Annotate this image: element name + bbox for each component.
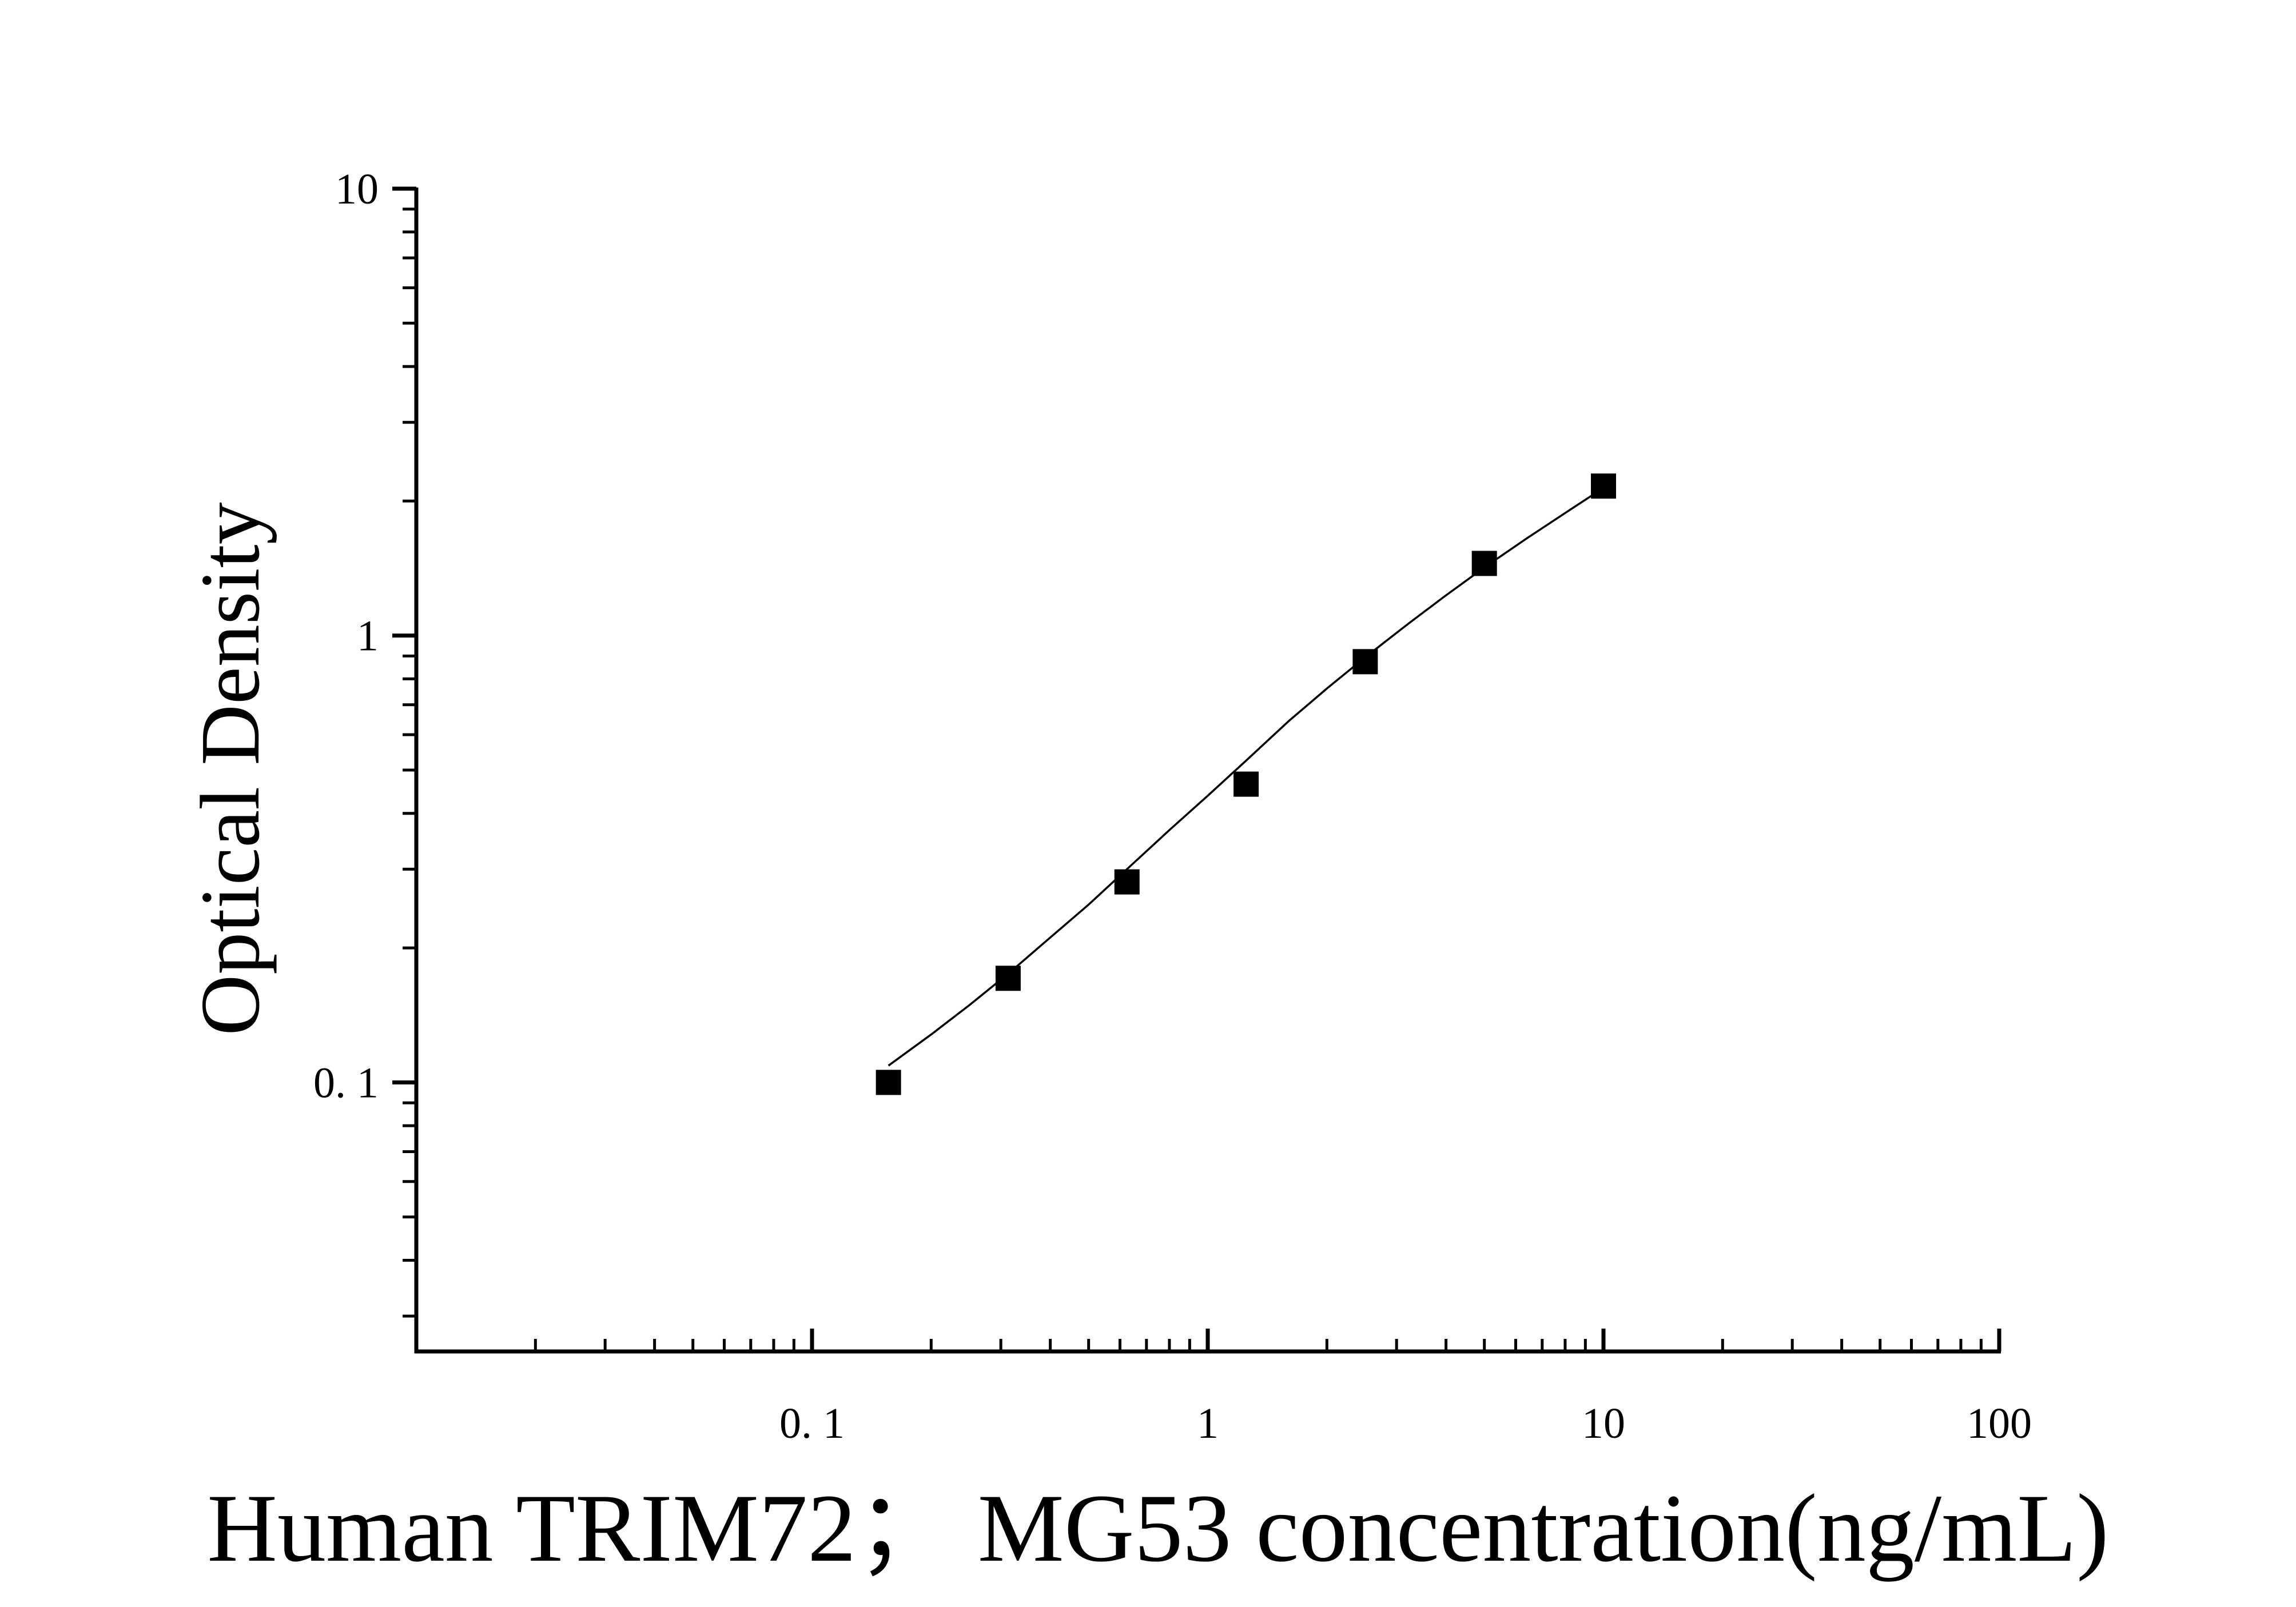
data-point — [1114, 869, 1140, 895]
data-point — [1352, 649, 1378, 675]
x-tick-label: 0. 1 — [779, 1399, 845, 1448]
labels: Optical Density Human TRIM72； MG53 conce… — [184, 502, 2109, 1582]
y-tick-label: 0. 1 — [313, 1059, 379, 1107]
x-tick-label: 10 — [1582, 1399, 1625, 1448]
data-point — [1471, 551, 1497, 576]
data-points — [876, 473, 1616, 1095]
y-tick-label: 1 — [357, 612, 379, 660]
data-point — [1233, 771, 1259, 797]
ticks: 0. 1 1 10 100 0. 1 1 10 — [313, 165, 2032, 1448]
x-tick-label: 1 — [1197, 1399, 1219, 1448]
x-tick-label: 100 — [1967, 1399, 2032, 1448]
data-point — [876, 1070, 901, 1095]
y-tick-label: 10 — [335, 165, 379, 213]
data-point — [995, 966, 1021, 991]
x-axis-title: Human TRIM72； MG53 concentration(ng/mL) — [207, 1474, 2108, 1582]
y-axis-title: Optical Density — [184, 502, 277, 1035]
data-point — [1591, 473, 1616, 499]
